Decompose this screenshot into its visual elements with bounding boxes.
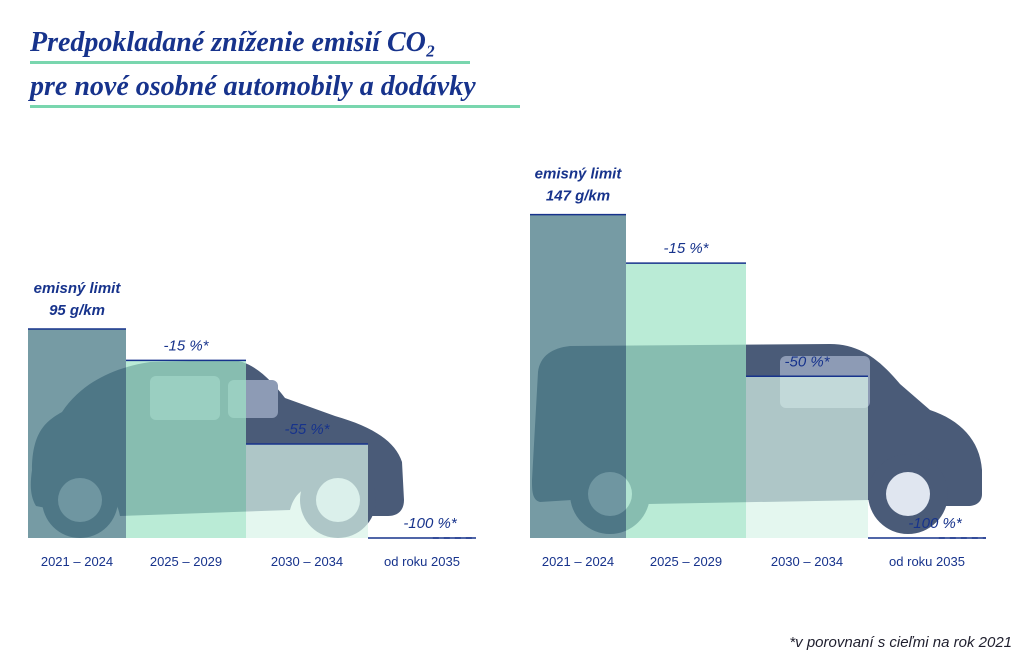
car-data-label-3: -55 %* (284, 421, 330, 438)
car-data-label-2: -15 %* (163, 337, 209, 354)
van-data-label-4: -100 %* (908, 515, 963, 532)
chart-title-line-2: pre nové osobné automobily a dodávky (30, 71, 476, 102)
car-bar-1 (28, 329, 126, 538)
van-bar-3 (746, 376, 868, 538)
van-limit-label-2: 147 g/km (546, 188, 610, 205)
car-limit-label-1: emisný limit (34, 280, 122, 297)
van-data-label-2: -15 %* (663, 240, 709, 257)
van-category-label-3: 2030 – 2034 (771, 554, 843, 569)
car-data-label-4: -100 %* (403, 515, 458, 532)
car-category-label-4: od roku 2035 (384, 554, 460, 569)
title-underline-2 (30, 105, 520, 108)
chart-title-line-1: Predpokladané zníženie emisií CO₂ (30, 27, 436, 58)
van-limit-label-1: emisný limit (535, 166, 623, 183)
car-category-label-1: 2021 – 2024 (41, 554, 113, 569)
title-underline-1 (30, 61, 470, 64)
car-limit-label-2: 95 g/km (49, 302, 105, 319)
car-bar-3 (246, 443, 368, 538)
van-category-label-2: 2025 – 2029 (650, 554, 722, 569)
car-category-label-2: 2025 – 2029 (150, 554, 222, 569)
van-category-label-4: od roku 2035 (889, 554, 965, 569)
van-bar-1 (530, 214, 626, 538)
footnote: *v porovnaní s cieľmi na rok 2021 (789, 634, 1012, 651)
car-bar-2 (126, 360, 246, 538)
van-bar-2 (626, 263, 746, 538)
car-category-label-3: 2030 – 2034 (271, 554, 343, 569)
van-category-label-1: 2021 – 2024 (542, 554, 614, 569)
van-data-label-3: -50 %* (784, 353, 830, 370)
